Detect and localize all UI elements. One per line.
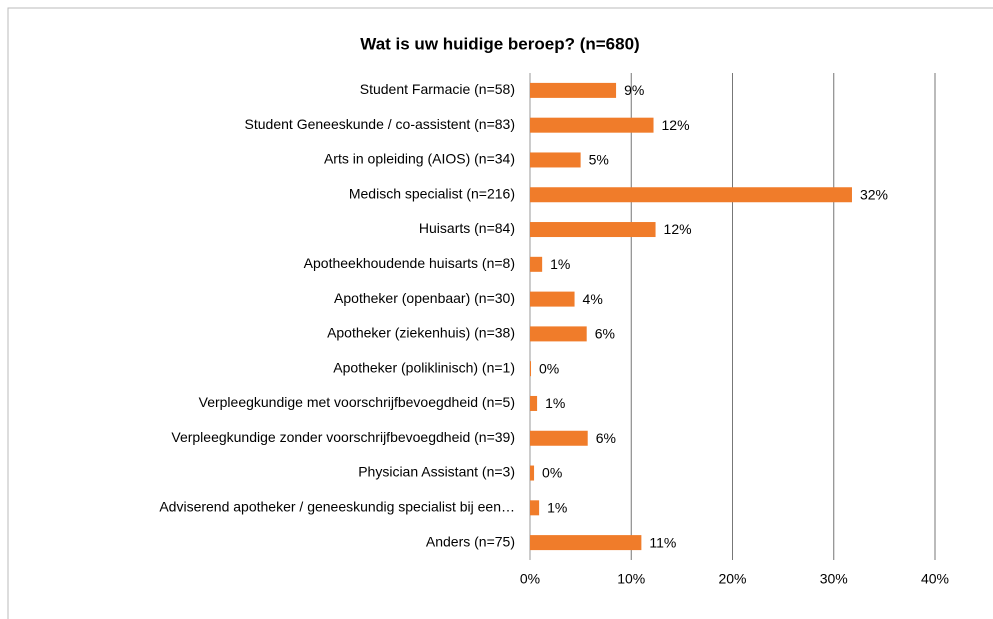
value-label: 6% [595, 326, 615, 342]
x-tick-label: 40% [921, 571, 949, 587]
value-label: 5% [589, 152, 609, 168]
bar [530, 326, 587, 342]
y-tick-label: Verpleegkundige zonder voorschrijfbevoeg… [171, 429, 515, 445]
value-label: 0% [542, 465, 562, 481]
value-label: 12% [664, 221, 692, 237]
value-label: 1% [547, 500, 567, 516]
value-label: 11% [649, 534, 676, 550]
bar [530, 535, 642, 551]
y-tick-label: Apotheker (openbaar) (n=30) [334, 290, 515, 306]
bar [530, 361, 532, 377]
x-tick-label: 30% [820, 571, 848, 587]
bar [530, 465, 535, 481]
y-tick-label: Adviserend apotheker / geneeskundig spec… [159, 499, 515, 515]
bar [530, 152, 581, 168]
y-tick-label: Apotheker (poliklinisch) (n=1) [333, 359, 515, 375]
bar [530, 500, 540, 516]
chart-title: Wat is uw huidige beroep? (n=680) [360, 34, 639, 53]
bar [530, 256, 543, 272]
value-label: 12% [662, 117, 690, 133]
y-tick-label: Apotheker (ziekenhuis) (n=38) [327, 325, 515, 341]
value-label: 9% [624, 82, 644, 98]
bar [530, 430, 588, 446]
chart-border [7, 7, 993, 619]
value-label: 1% [550, 256, 570, 272]
y-tick-label: Apotheekhoudende huisarts (n=8) [304, 255, 515, 271]
y-tick-label: Medisch specialist (n=216) [349, 185, 515, 201]
y-tick-label: Student Geneeskunde / co-assistent (n=83… [245, 116, 515, 132]
value-label: 0% [539, 360, 559, 376]
y-tick-label: Huisarts (n=84) [419, 220, 515, 236]
y-tick-label: Verpleegkundige met voorschrijfbevoegdhe… [199, 394, 515, 410]
bar [530, 117, 654, 133]
y-tick-label: Physician Assistant (n=3) [358, 464, 515, 480]
bar [530, 187, 852, 203]
x-tick-label: 20% [718, 571, 746, 587]
y-tick-label: Anders (n=75) [426, 533, 515, 549]
y-tick-label: Arts in opleiding (AIOS) (n=34) [324, 151, 515, 167]
bar [530, 291, 575, 307]
value-label: 6% [596, 430, 616, 446]
x-tick-label: 0% [520, 571, 540, 587]
value-label: 1% [545, 395, 565, 411]
x-tick-label: 10% [617, 571, 645, 587]
value-label: 32% [860, 186, 888, 202]
value-label: 4% [583, 291, 603, 307]
bar [530, 395, 538, 411]
y-tick-label: Student Farmacie (n=58) [360, 81, 515, 97]
bar [530, 222, 656, 238]
bar [530, 82, 617, 98]
